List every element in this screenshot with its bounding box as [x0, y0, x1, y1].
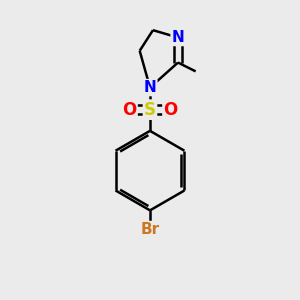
Text: O: O: [122, 101, 136, 119]
Text: S: S: [144, 101, 156, 119]
Text: Br: Br: [140, 222, 160, 237]
Text: N: N: [172, 30, 184, 45]
Text: O: O: [164, 101, 178, 119]
Text: N: N: [144, 80, 156, 95]
